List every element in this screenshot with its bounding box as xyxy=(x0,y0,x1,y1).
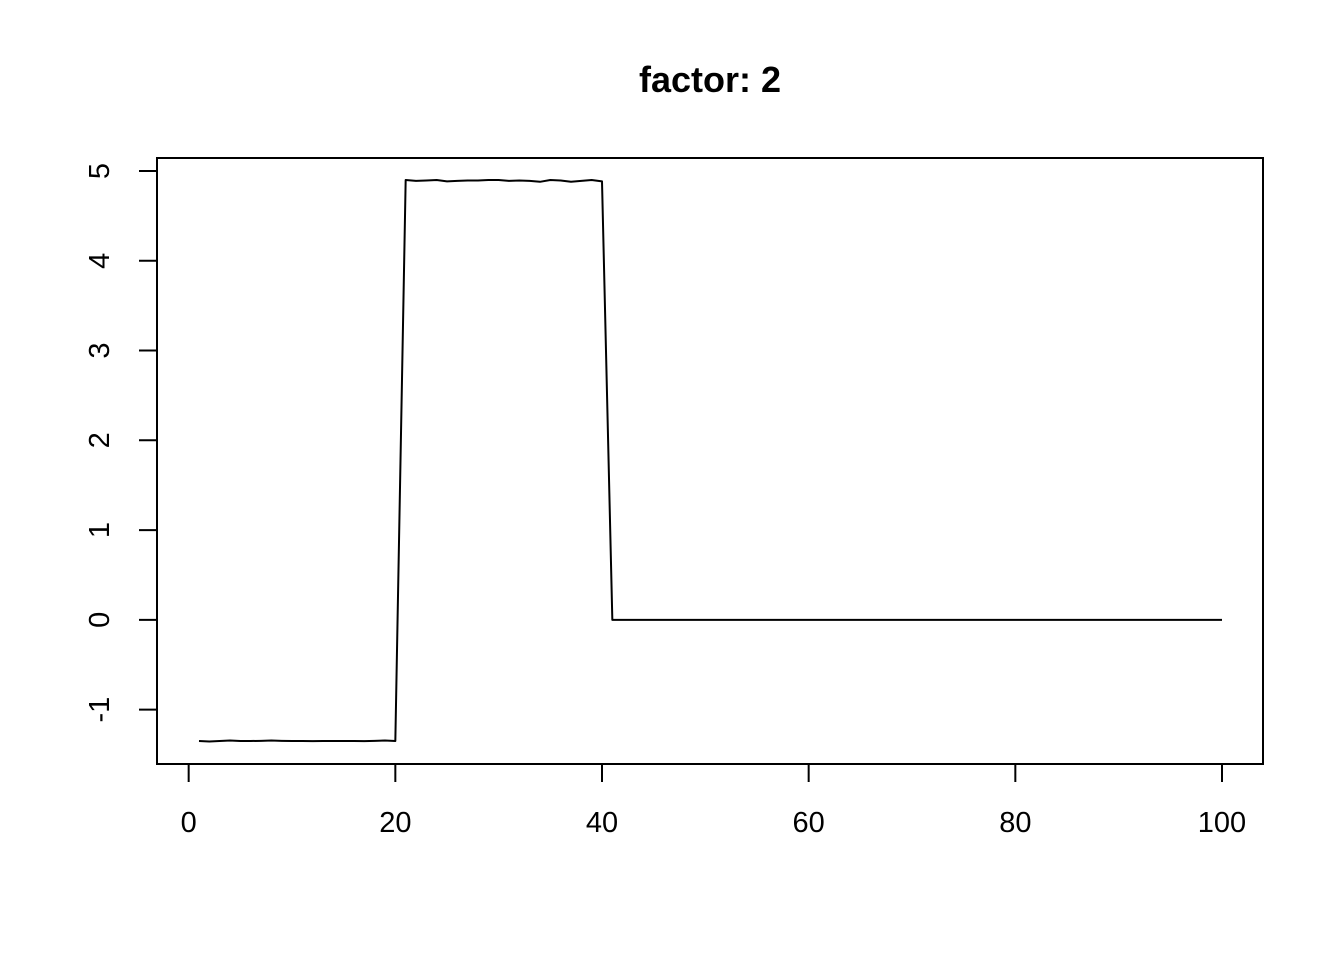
x-tick-label: 20 xyxy=(379,807,411,839)
x-tick-label: 40 xyxy=(586,807,618,839)
series-line xyxy=(198,179,1222,743)
plot-frame xyxy=(156,157,1264,765)
y-tick-label: -1 xyxy=(84,697,116,723)
y-tick-label: 0 xyxy=(84,612,116,628)
y-tick-label: 3 xyxy=(84,342,116,358)
x-tick-label: 80 xyxy=(999,807,1031,839)
series-layer xyxy=(198,179,1222,743)
y-tick-label: 4 xyxy=(84,253,116,269)
x-tick-label: 100 xyxy=(1198,807,1246,839)
x-tick-label: 0 xyxy=(181,807,197,839)
x-tick-label: 60 xyxy=(793,807,825,839)
chart-title: factor: 2 xyxy=(639,59,781,100)
x-axis: 0 20 40 60 80 100 xyxy=(181,763,1246,839)
y-tick-label: 1 xyxy=(84,522,116,538)
y-tick-label: 2 xyxy=(84,432,116,448)
y-axis: -1 0 1 2 3 4 5 xyxy=(84,163,158,723)
y-tick-label: 5 xyxy=(84,163,116,179)
